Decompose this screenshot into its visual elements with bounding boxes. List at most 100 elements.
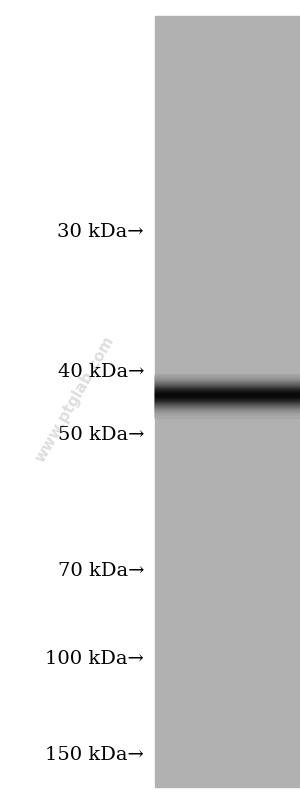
Bar <box>154 386 300 387</box>
Bar <box>154 400 300 401</box>
Bar <box>154 396 300 397</box>
Bar <box>154 414 300 415</box>
Bar <box>154 392 300 394</box>
Bar <box>154 394 300 395</box>
Bar <box>154 376 300 377</box>
Bar <box>154 392 300 393</box>
Bar <box>154 374 300 376</box>
Bar <box>154 400 300 401</box>
Bar <box>154 404 300 405</box>
Bar <box>154 402 300 403</box>
Bar <box>154 376 300 377</box>
Bar <box>154 381 300 383</box>
Bar <box>154 411 300 412</box>
Bar <box>154 412 300 414</box>
Bar <box>154 405 300 406</box>
Bar <box>154 408 300 410</box>
Text: 40 kDa→: 40 kDa→ <box>58 363 144 380</box>
Bar <box>154 403 300 404</box>
Bar <box>154 404 300 406</box>
Bar <box>154 414 300 415</box>
Bar <box>154 405 300 406</box>
Bar <box>154 389 300 390</box>
Bar <box>154 407 300 408</box>
Bar <box>154 406 300 407</box>
Bar <box>154 415 300 417</box>
Bar <box>154 395 300 396</box>
Bar <box>154 396 300 397</box>
Bar <box>154 399 300 400</box>
Bar <box>154 380 300 381</box>
Bar <box>154 399 300 400</box>
Bar <box>154 382 300 383</box>
Bar <box>154 405 300 407</box>
Bar <box>154 375 300 376</box>
Bar <box>154 415 300 416</box>
Bar <box>154 411 300 413</box>
Bar <box>154 411 300 412</box>
Bar <box>154 379 300 380</box>
Bar <box>154 380 300 381</box>
Bar <box>154 384 300 386</box>
Bar <box>154 383 300 384</box>
Bar <box>154 410 300 411</box>
Bar <box>154 376 300 377</box>
Bar <box>154 376 300 378</box>
Text: 30 kDa→: 30 kDa→ <box>57 223 144 240</box>
Bar <box>154 395 300 396</box>
Bar <box>154 388 300 389</box>
Bar <box>154 383 300 384</box>
Bar <box>154 403 300 405</box>
Bar <box>154 397 300 399</box>
Text: www.ptglab.com: www.ptglab.com <box>33 334 117 465</box>
Bar <box>154 408 300 409</box>
Bar <box>154 396 300 398</box>
Bar <box>154 401 300 403</box>
Bar <box>154 387 300 388</box>
Bar <box>154 407 300 409</box>
Bar <box>154 393 300 395</box>
Bar <box>154 378 300 379</box>
Text: 50 kDa→: 50 kDa→ <box>58 427 144 444</box>
Bar <box>154 390 300 392</box>
Bar <box>154 408 300 409</box>
Bar <box>154 397 300 398</box>
Bar <box>154 384 300 385</box>
Bar <box>154 385 300 386</box>
Bar <box>154 402 300 403</box>
Bar <box>154 394 300 396</box>
Bar <box>154 398 300 400</box>
Bar <box>154 409 300 411</box>
Bar <box>154 400 300 402</box>
Bar <box>154 399 300 400</box>
Bar <box>154 377 300 378</box>
Bar <box>154 391 300 392</box>
Bar <box>154 398 300 399</box>
Bar <box>154 384 300 385</box>
Bar <box>154 410 300 411</box>
Bar <box>154 381 300 382</box>
Bar <box>154 378 300 380</box>
Bar <box>154 413 300 415</box>
Bar <box>154 393 300 394</box>
Text: 70 kDa→: 70 kDa→ <box>58 562 144 580</box>
Bar <box>154 387 300 388</box>
Bar <box>154 391 300 392</box>
Text: 100 kDa→: 100 kDa→ <box>45 650 144 668</box>
Bar <box>154 385 300 387</box>
Bar <box>154 382 300 384</box>
Bar <box>154 416 300 418</box>
Bar <box>154 386 300 387</box>
Text: 150 kDa→: 150 kDa→ <box>45 746 144 764</box>
Bar <box>154 390 300 391</box>
Bar <box>154 380 300 382</box>
Bar <box>154 386 300 388</box>
Bar <box>154 389 300 391</box>
Bar <box>154 412 300 413</box>
Bar <box>154 389 300 390</box>
Bar <box>154 388 300 390</box>
Bar <box>154 413 300 414</box>
Bar <box>154 406 300 407</box>
Bar <box>154 392 300 393</box>
Bar <box>154 388 300 389</box>
